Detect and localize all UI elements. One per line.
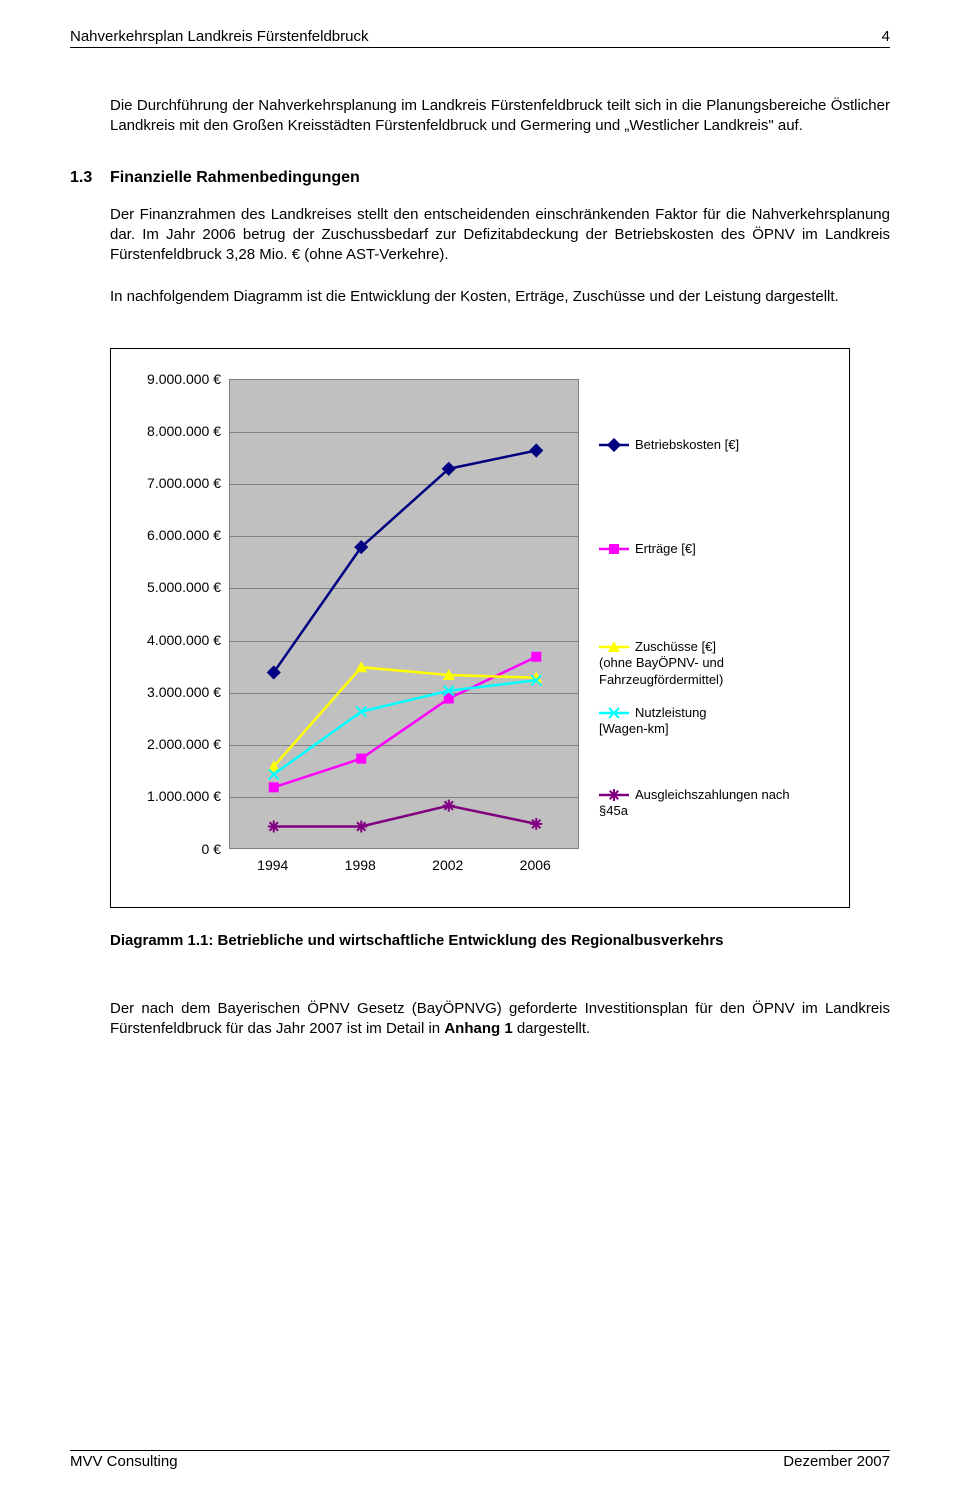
y-tick-label: 9.000.000 €	[131, 371, 221, 387]
plot-area	[229, 379, 579, 849]
legend-swatch	[599, 705, 635, 720]
series-line	[274, 450, 537, 672]
legend-swatch	[599, 639, 635, 654]
y-tick-label: 5.000.000 €	[131, 579, 221, 595]
series-marker	[530, 817, 542, 829]
legend-item: Zuschüsse [€] (ohne BayÖPNV- und Fahrzeu…	[599, 639, 819, 690]
y-tick-label: 4.000.000 €	[131, 632, 221, 648]
series-marker	[529, 443, 543, 457]
series-marker	[531, 651, 541, 661]
paragraph-4: Der nach dem Bayerischen ÖPNV Gesetz (Ba…	[110, 999, 890, 1040]
series-marker	[355, 820, 367, 832]
legend-label: Betriebskosten [€]	[635, 437, 739, 452]
y-tick-label: 7.000.000 €	[131, 475, 221, 491]
series-marker	[443, 799, 455, 811]
caption-bold: Diagramm 1.1: Betriebliche und wirtschaf…	[110, 932, 724, 949]
series-marker	[356, 753, 366, 763]
section-heading: 1.3Finanzielle Rahmenbedingungen	[70, 169, 890, 187]
footer-left: MVV Consulting	[70, 1453, 178, 1470]
chart-caption: Diagramm 1.1: Betriebliche und wirtschaf…	[110, 932, 890, 949]
footer-right: Dezember 2007	[783, 1453, 890, 1470]
x-tick-label: 2006	[505, 857, 565, 873]
y-tick-label: 8.000.000 €	[131, 423, 221, 439]
section-number: 1.3	[70, 169, 110, 187]
paragraph-2: Der Finanzrahmen des Landkreises stellt …	[110, 205, 890, 266]
x-tick-label: 2002	[418, 857, 478, 873]
page-header: Nahverkehrsplan Landkreis Fürstenfeldbru…	[70, 28, 890, 48]
series-marker	[268, 820, 280, 832]
y-tick-label: 6.000.000 €	[131, 527, 221, 543]
y-tick-label: 0 €	[131, 841, 221, 857]
chart-container: 0 € 1.000.000 € 2.000.000 € 3.000.000 € 4.00…	[110, 348, 850, 908]
series-line	[274, 805, 537, 826]
y-tick-label: 3.000.000 €	[131, 684, 221, 700]
page-number: 4	[882, 28, 890, 45]
legend-item: Ausgleichszahlungen nach §45a	[599, 787, 819, 821]
series-line	[274, 667, 537, 766]
x-tick-label: 1998	[330, 857, 390, 873]
section-title: Finanzielle Rahmenbedingungen	[110, 169, 360, 186]
legend-label: Erträge [€]	[635, 541, 696, 556]
legend-item: Nutzleistung [Wagen-km]	[599, 705, 819, 739]
legend-item: Erträge [€]	[599, 541, 819, 558]
legend-item: Betriebskosten [€]	[599, 437, 819, 454]
header-title: Nahverkehrsplan Landkreis Fürstenfeldbru…	[70, 28, 368, 45]
legend-swatch	[599, 437, 635, 452]
series-marker	[269, 782, 279, 792]
paragraph-1: Die Durchführung der Nahverkehrsplanung …	[110, 96, 890, 137]
legend-swatch	[599, 787, 635, 802]
y-tick-label: 2.000.000 €	[131, 736, 221, 752]
page-footer: MVV Consulting Dezember 2007	[70, 1450, 890, 1470]
x-tick-label: 1994	[243, 857, 303, 873]
paragraph-3: In nachfolgendem Diagramm ist die Entwic…	[110, 287, 890, 307]
y-tick-label: 1.000.000 €	[131, 788, 221, 804]
chart-svg	[230, 380, 580, 850]
legend-swatch	[599, 541, 635, 556]
